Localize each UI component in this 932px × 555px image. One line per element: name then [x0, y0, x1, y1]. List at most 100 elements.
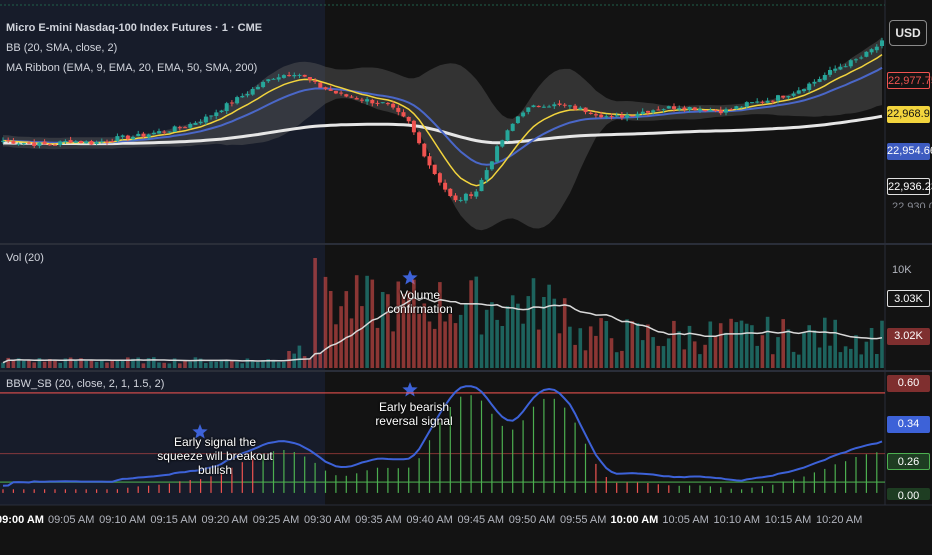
candle-body	[281, 75, 286, 78]
volume-bar	[817, 347, 822, 368]
candle-body	[42, 141, 47, 145]
candle-body	[880, 40, 884, 46]
bbw-line	[2, 385, 883, 487]
volume-bar	[849, 348, 853, 368]
volume-bar	[542, 297, 546, 368]
candle-body	[812, 81, 817, 84]
volume-bar	[22, 360, 26, 368]
candle-body	[94, 142, 99, 144]
candle-body	[828, 70, 832, 75]
volume-bar	[193, 357, 198, 368]
candle-body	[437, 173, 442, 183]
volume-bar	[578, 328, 583, 368]
volume-bar	[48, 359, 52, 368]
candle-body	[724, 109, 728, 113]
volume-bar	[573, 344, 577, 368]
volume-bar	[89, 359, 94, 368]
volume-bar	[162, 362, 166, 368]
candle-body	[864, 51, 869, 57]
candle-body	[47, 144, 52, 146]
volume-bar	[58, 362, 62, 368]
volume-bar	[536, 329, 541, 368]
time-axis-label: 10:20 AM	[815, 514, 863, 526]
volume-bar	[406, 291, 411, 368]
candle-body	[370, 99, 375, 104]
volume-bar	[105, 362, 109, 368]
candle-body	[427, 156, 432, 166]
candle-body	[791, 93, 796, 96]
candle-body	[162, 131, 167, 133]
volume-bar	[443, 321, 447, 368]
candle-body	[214, 112, 219, 116]
time-axis-label: 09:25 AM	[252, 514, 300, 526]
candle-body	[307, 77, 312, 80]
volume-bar	[786, 329, 791, 368]
candle-body	[359, 99, 364, 101]
volume-bar	[864, 341, 869, 368]
volume-bar	[328, 291, 333, 368]
candle-body	[105, 141, 109, 143]
bbw-pane	[0, 385, 885, 493]
volume-bar	[609, 338, 614, 368]
volume-bar	[744, 323, 749, 368]
candle-body	[854, 59, 858, 61]
candle-body	[53, 144, 57, 146]
candle-body	[16, 143, 21, 145]
volume-bar	[219, 359, 224, 368]
candle-body	[27, 142, 31, 144]
candle-body	[515, 116, 520, 123]
volume-bar	[6, 357, 10, 368]
bb-legend[interactable]: BB (20, SMA, close, 2)	[6, 42, 118, 54]
volume-bar	[68, 357, 73, 368]
time-axis-label: 09:20 AM	[201, 514, 249, 526]
volume-bar	[755, 345, 759, 368]
volume-bar	[302, 356, 307, 368]
volume-bar	[360, 306, 364, 368]
ma-ribbon-legend[interactable]: MA Ribbon (EMA, 9, EMA, 20, EMA, 50, SMA…	[6, 62, 258, 74]
price-tag-ema9: 22,968.98	[887, 106, 932, 123]
bbw-legend[interactable]: BBW_SB (20, close, 2, 1, 1.5, 2)	[6, 378, 165, 390]
candle-body	[73, 141, 78, 143]
candle-body	[209, 115, 214, 117]
price-axis-label: 22,930.00	[892, 201, 932, 208]
volume-bar	[339, 306, 343, 368]
volume-bar	[396, 281, 401, 368]
volume-bar	[266, 359, 270, 368]
candle-body	[21, 143, 26, 145]
volume-bar	[224, 360, 229, 368]
volume-bar	[100, 360, 104, 368]
candle-body	[869, 49, 874, 53]
volume-axis-10k: 10K	[892, 264, 912, 276]
time-axis-label: 09:45 AM	[457, 514, 505, 526]
volume-bar	[183, 360, 187, 368]
symbol-title: Micro E-mini Nasdaq-100 Index Futures · …	[6, 22, 263, 34]
time-axis-label: 09:55 AM	[559, 514, 607, 526]
volume-bar	[261, 360, 265, 368]
candle-body	[630, 115, 635, 117]
candle-body	[63, 141, 68, 143]
volume-bar	[838, 352, 843, 368]
volume-bar	[698, 354, 702, 368]
volume-bar	[16, 358, 21, 368]
candle-body	[235, 97, 240, 104]
candle-body	[349, 96, 354, 98]
price-tag-close: 22,977.75	[887, 72, 932, 89]
volume-bar	[308, 358, 312, 368]
candle-body	[271, 78, 276, 80]
candle-body	[422, 143, 427, 157]
candle-body	[110, 141, 115, 143]
candle-body	[770, 100, 775, 102]
annotation-bearish-reversal: Early bearish reversal signal	[375, 400, 453, 428]
candle-body	[84, 141, 89, 144]
candle-body	[115, 136, 120, 141]
candle-body	[240, 96, 245, 98]
candle-body	[640, 111, 645, 114]
volume-bar	[765, 316, 770, 368]
currency-button[interactable]: USD	[889, 20, 927, 46]
volume-legend[interactable]: Vol (20)	[6, 252, 44, 264]
volume-bar	[479, 334, 484, 368]
candle-body	[375, 102, 380, 104]
volume-pane	[1, 258, 884, 368]
volume-bar	[209, 361, 213, 368]
